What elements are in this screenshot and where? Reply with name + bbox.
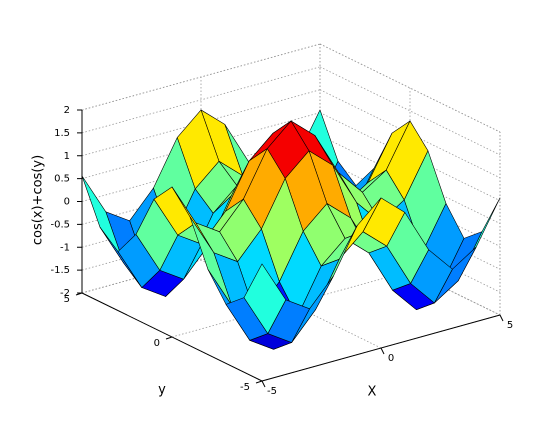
y-tick-label: 5 [64, 294, 70, 305]
z-tick-label: 1.5 [54, 128, 70, 139]
y-tick [255, 380, 263, 384]
grid-line [81, 226, 321, 294]
x-axis-label: X [368, 385, 377, 400]
y-axis-label: y [158, 383, 166, 398]
z-tick-label: 0 [64, 197, 70, 208]
y-tick-label: 0 [154, 338, 160, 349]
z-tick-label: 2 [64, 105, 70, 116]
z-axis-label: cos(x)+cos(y) [31, 155, 46, 245]
x-tick [380, 347, 385, 355]
x-tick-label: 5 [507, 320, 513, 331]
z-tick-label: -1.5 [50, 265, 70, 276]
z-tick-label: -1 [60, 242, 70, 253]
grid-line [81, 43, 321, 111]
grid-line [81, 66, 321, 134]
x-tick-label: 0 [388, 353, 394, 364]
z-tick-label: -2 [60, 288, 70, 299]
y-tick [165, 336, 173, 340]
z-tick-label: 1 [64, 151, 70, 162]
x-tick [261, 380, 266, 388]
surface-patch [243, 263, 287, 334]
z-tick-label: -0.5 [50, 219, 70, 230]
z-tick-label: 0.5 [54, 174, 70, 185]
x-tick [499, 314, 504, 322]
x-tick-label: -5 [267, 386, 277, 397]
y-tick-label: -5 [240, 382, 250, 393]
